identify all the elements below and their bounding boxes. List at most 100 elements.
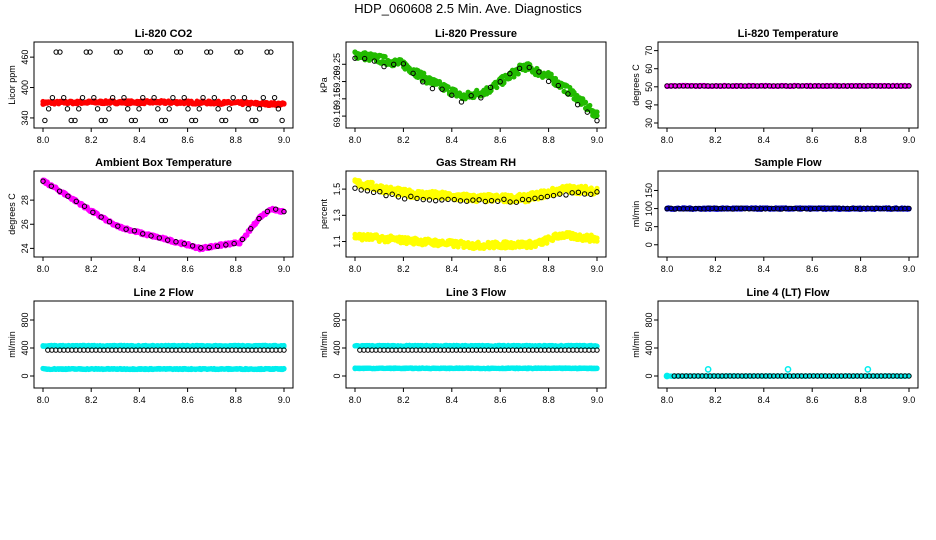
data-point: [49, 94, 56, 101]
data-point: [249, 117, 255, 124]
data-point: [565, 91, 571, 97]
data-point: [131, 228, 138, 234]
y-tick-label: 400: [20, 80, 30, 95]
x-tick-label: 8.2: [709, 135, 722, 145]
data-point: [594, 113, 600, 119]
series-2: [352, 365, 600, 372]
y-tick-label: 400: [644, 340, 654, 355]
x-tick-label: 8.8: [542, 264, 555, 274]
data-point: [156, 235, 163, 241]
y-tick-label: 69.25: [332, 53, 342, 76]
data-point: [478, 95, 484, 101]
data-point: [371, 58, 378, 64]
x-tick-label: 8.2: [709, 264, 722, 274]
series-2: [664, 83, 912, 89]
x-tick-label: 8.6: [181, 135, 194, 145]
data-point: [83, 49, 90, 55]
plot-title: Sample Flow: [754, 157, 822, 169]
data-point: [906, 83, 912, 89]
data-point: [594, 117, 600, 124]
y-tick-label: 400: [20, 340, 30, 355]
data-point: [164, 237, 171, 243]
y-axis-label: degrees C: [631, 64, 641, 106]
data-point: [400, 61, 407, 67]
x-tick-label: 8.0: [349, 135, 362, 145]
data-point: [536, 69, 542, 75]
x-tick-label: 8.0: [349, 264, 362, 274]
y-tick-label: 50: [644, 222, 654, 232]
x-tick-label: 8.0: [37, 135, 50, 145]
x-tick-label: 8.8: [854, 264, 867, 274]
data-point: [281, 208, 287, 215]
data-point: [207, 49, 214, 55]
x-tick-label: 8.4: [133, 395, 146, 405]
data-point: [181, 241, 187, 247]
data-point: [166, 106, 172, 112]
data-point: [587, 102, 593, 109]
data-point: [106, 219, 113, 225]
plot-title: Line 3 Flow: [446, 287, 506, 299]
data-point: [72, 117, 78, 124]
x-tick-label: 8.6: [494, 135, 507, 145]
data-point: [162, 117, 169, 124]
data-point: [94, 106, 101, 112]
data-point: [56, 188, 63, 194]
x-tick-label: 9.0: [591, 135, 604, 145]
data-point: [173, 239, 179, 245]
y-axis-label: kPa: [319, 77, 329, 93]
data-point: [594, 109, 600, 115]
data-point: [173, 49, 180, 55]
y-tick-label: 69.10: [332, 105, 342, 128]
y-tick-label: 26: [20, 219, 30, 229]
data-point: [487, 84, 494, 91]
y-tick-label: 0: [20, 373, 30, 378]
data-point: [511, 74, 517, 80]
series-2: [40, 178, 287, 251]
data-point: [594, 365, 600, 372]
data-point: [468, 92, 474, 99]
data-point: [223, 242, 229, 248]
y-tick-label: 24: [20, 243, 30, 253]
y-tick-label: 340: [20, 110, 30, 125]
data-point: [264, 208, 271, 215]
y-tick-label: 1.1: [332, 235, 342, 248]
x-tick-label: 8.2: [397, 135, 410, 145]
data-point: [123, 226, 129, 232]
data-point: [211, 94, 218, 101]
data-point: [200, 94, 206, 101]
data-point: [189, 117, 195, 124]
data-point: [253, 117, 259, 124]
x-tick-label: 9.0: [278, 395, 291, 405]
data-point: [279, 117, 285, 124]
data-point: [256, 106, 263, 112]
plot-frame: [345, 170, 607, 258]
data-point: [281, 342, 287, 349]
data-point: [704, 366, 712, 373]
data-point: [65, 193, 71, 199]
data-point: [544, 240, 550, 246]
data-point: [458, 99, 465, 105]
data-point: [185, 106, 191, 112]
y-tick-label: 40: [644, 100, 654, 110]
series-3: [45, 347, 287, 353]
data-point: [563, 192, 569, 198]
y-tick-label: 0: [644, 242, 654, 247]
data-point: [73, 198, 79, 205]
data-point: [177, 49, 184, 55]
data-point: [401, 196, 408, 202]
data-point: [45, 106, 52, 112]
data-point: [268, 49, 274, 55]
data-point: [91, 94, 97, 101]
data-point: [53, 49, 59, 55]
x-tick-label: 8.6: [806, 395, 819, 405]
data-point: [128, 117, 135, 124]
data-point: [143, 49, 150, 55]
y-tick-label: 100: [644, 201, 654, 216]
plot-title: Line 4 (LT) Flow: [747, 287, 830, 299]
x-tick-label: 9.0: [903, 264, 916, 274]
y-axis-label: Licor ppm: [7, 65, 17, 105]
y-tick-label: 1.5: [332, 183, 342, 196]
y-tick-label: 150: [644, 183, 654, 198]
